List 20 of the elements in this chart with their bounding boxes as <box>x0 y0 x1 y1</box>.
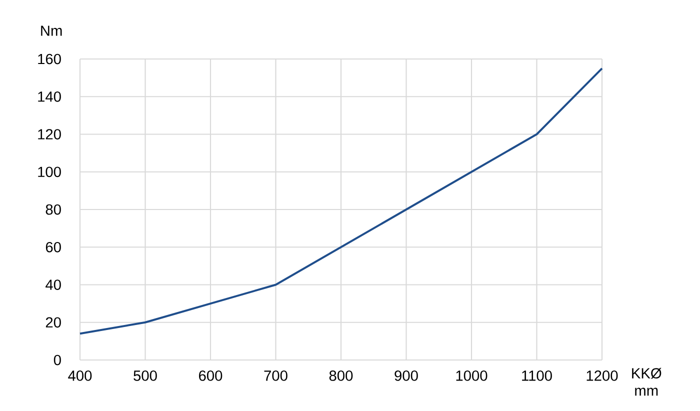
y-tick-label: 140 <box>38 91 61 102</box>
x-axis-title: KKØ mm <box>632 368 662 396</box>
y-tick-label: 80 <box>46 204 61 215</box>
x-tick-label: 1100 <box>522 370 552 381</box>
x-tick-label: 1200 <box>586 370 618 381</box>
x-tick-label: 800 <box>329 370 353 381</box>
y-tick-label: 160 <box>38 54 61 64</box>
y-tick-label: 40 <box>46 280 61 290</box>
x-tick-label: 600 <box>199 370 222 381</box>
y-tick-label: 100 <box>38 166 61 178</box>
x-tick-label: 900 <box>394 370 418 381</box>
x-tick-label: 500 <box>134 370 157 381</box>
x-tick-label: 400 <box>68 370 92 381</box>
x-tick-label: 1000 <box>456 370 488 381</box>
y-tick-label: 0 <box>54 354 61 366</box>
x-tick-label: 700 <box>264 370 288 381</box>
y-tick-label: 120 <box>38 129 61 140</box>
y-tick-label: 20 <box>46 317 61 328</box>
y-tick-label: 60 <box>46 242 61 252</box>
y-axis-title: Nm <box>41 26 62 36</box>
